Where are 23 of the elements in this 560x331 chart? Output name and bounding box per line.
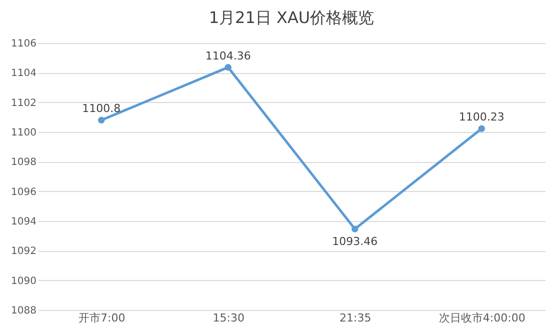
y-tick-label: 1106 (11, 38, 36, 50)
data-label: 1104.36 (205, 49, 251, 62)
y-tick-label: 1092 (11, 246, 36, 258)
chart-title: 1月21日 XAU价格概览 (208, 8, 374, 27)
y-tick-label: 1102 (11, 98, 36, 109)
point (224, 64, 232, 71)
point (352, 226, 358, 232)
x-tick-label: 次日收市4:00:00 (438, 312, 526, 324)
point (98, 116, 105, 124)
y-tick-label: 1098 (11, 157, 36, 168)
x-tick-label: 15:30 (212, 312, 244, 324)
y-tick-label: 1100 (11, 128, 36, 138)
data-label: 1100.8 (82, 102, 121, 116)
point (478, 125, 485, 132)
x-tick-label: 开市7:00 (78, 312, 126, 324)
y-tick-label: 1096 (11, 186, 36, 198)
y-tick-label: 1094 (11, 216, 36, 228)
y-tick-label: 1088 (11, 306, 36, 316)
data-label: 1093.46 (332, 235, 378, 248)
y-tick-label: 1104 (11, 68, 36, 80)
data-label: 1100.23 (458, 110, 504, 124)
y-tick-label: 1090 (11, 276, 36, 287)
x-tick-label: 21:35 (340, 312, 372, 324)
